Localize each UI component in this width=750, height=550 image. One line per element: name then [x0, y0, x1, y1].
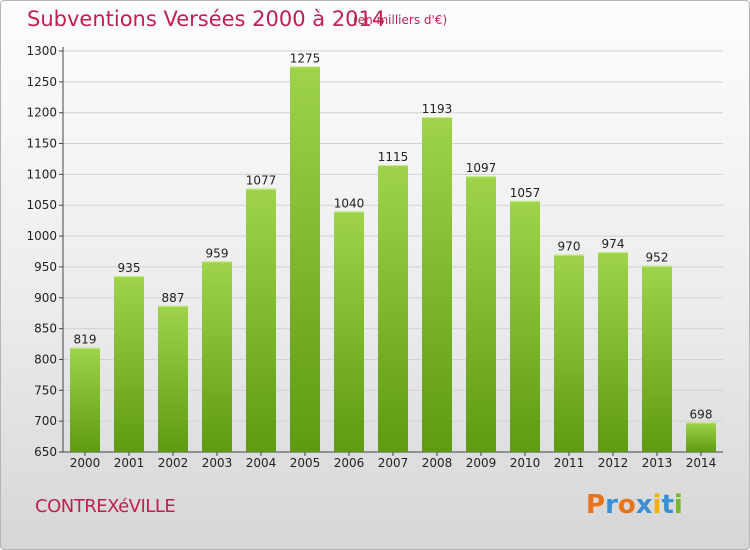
value-label-2013: 952 [646, 251, 669, 265]
y-tick-label: 1200 [26, 106, 57, 120]
y-tick-label: 1150 [26, 137, 57, 151]
bar-2007 [378, 165, 408, 452]
logo-letter: x [635, 490, 653, 520]
x-tick-label-2010: 2010 [510, 456, 541, 470]
bar-2012 [598, 252, 628, 452]
bar-2011 [554, 254, 584, 452]
chart-title: Subventions Versées 2000 à 2014 [27, 7, 386, 31]
y-tick-label: 700 [34, 414, 57, 428]
bar-2009 [466, 176, 496, 452]
x-tick-label-2007: 2007 [378, 456, 409, 470]
logo-letter: t [661, 490, 674, 520]
logo-letter: P [586, 490, 606, 520]
value-label-2006: 1040 [334, 196, 365, 210]
bar-2006 [334, 211, 364, 452]
value-label-2012: 974 [602, 237, 625, 251]
x-tick-label-2011: 2011 [554, 456, 585, 470]
y-tick-labels: 650 700 750 800 850 900 950 1000 1050 1100 1150 120… [26, 44, 57, 459]
bar-2010 [510, 200, 540, 452]
proxiti-logo: Proxiti [586, 490, 683, 520]
chart-subtitle: (en milliers d'€) [353, 13, 448, 27]
logo-letter: o [617, 490, 636, 520]
y-tick-label: 800 [34, 352, 57, 366]
x-tick-label-2009: 2009 [466, 456, 497, 470]
x-tick-labels: 2000 2001 2002 2003 2004 2005 2006 2007 2008 2009… [70, 452, 717, 470]
x-tick-label-2012: 2012 [598, 456, 629, 470]
y-tick-label: 1000 [26, 229, 57, 243]
bar-2005 [290, 66, 320, 452]
y-tick-label: 1050 [26, 198, 57, 212]
x-tick-label-2000: 2000 [70, 456, 101, 470]
y-tick-label: 950 [34, 260, 57, 274]
bar-2003 [202, 261, 232, 452]
logo-letter: i [673, 490, 683, 520]
value-label-2007: 1115 [378, 150, 409, 164]
y-tick-label: 900 [34, 291, 57, 305]
value-label-2011: 970 [558, 240, 581, 254]
value-label-2005: 1275 [290, 51, 321, 65]
value-label-2004: 1077 [246, 174, 277, 188]
value-label-2000: 819 [74, 333, 97, 347]
x-tick-label-2001: 2001 [114, 456, 145, 470]
bar-2014 [686, 422, 716, 452]
value-label-2002: 887 [162, 291, 185, 305]
bars [70, 66, 716, 452]
value-label-2003: 959 [206, 246, 229, 260]
y-tick-label: 850 [34, 322, 57, 336]
x-tick-label-2003: 2003 [202, 456, 233, 470]
bar-2008 [422, 117, 452, 452]
bar-2013 [642, 265, 672, 452]
value-label-2014: 698 [690, 407, 713, 421]
data-labels: 819 935 887 959 1077 1275 1040 1115 1193 1097 1057… [74, 51, 713, 421]
bar-2001 [114, 276, 144, 452]
value-label-2009: 1097 [466, 161, 497, 175]
value-label-2010: 1057 [510, 186, 541, 200]
x-tick-label-2004: 2004 [246, 456, 277, 470]
value-label-2008: 1193 [422, 102, 453, 116]
bar-2000 [70, 347, 100, 452]
y-tick-label: 1250 [26, 75, 57, 89]
x-tick-label-2005: 2005 [290, 456, 321, 470]
bar-2004 [246, 188, 276, 452]
logo-letter: r [605, 490, 618, 520]
logo-letter: i [652, 490, 662, 520]
x-tick-label-2002: 2002 [158, 456, 189, 470]
commune-name: CONTREXéVILLE [35, 496, 176, 517]
x-tick-label-2013: 2013 [642, 456, 673, 470]
x-tick-label-2014: 2014 [686, 456, 717, 470]
y-tick-label: 650 [34, 445, 57, 459]
y-tick-label: 750 [34, 383, 57, 397]
y-tick-label: 1300 [26, 44, 57, 58]
x-tick-label-2008: 2008 [422, 456, 453, 470]
y-tick-label: 1100 [26, 167, 57, 181]
value-label-2001: 935 [118, 261, 141, 275]
x-tick-label-2006: 2006 [334, 456, 365, 470]
bar-2002 [158, 305, 188, 452]
